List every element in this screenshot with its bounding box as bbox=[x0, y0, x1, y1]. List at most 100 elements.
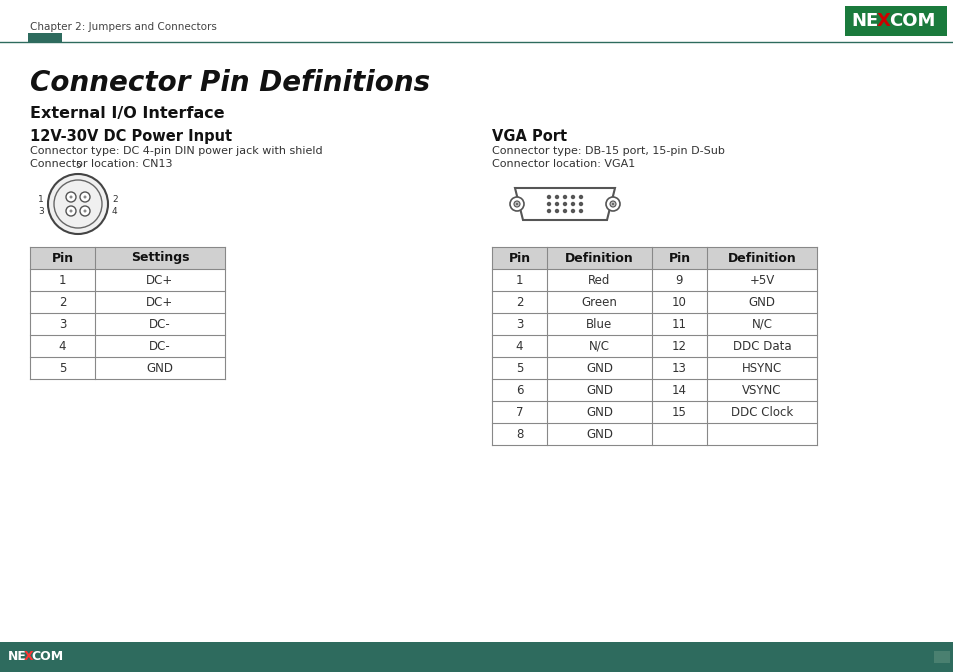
Text: 14: 14 bbox=[671, 384, 686, 396]
Circle shape bbox=[555, 209, 558, 213]
Text: Blue: Blue bbox=[586, 317, 612, 331]
Text: GND: GND bbox=[585, 427, 613, 441]
Circle shape bbox=[555, 202, 558, 206]
Circle shape bbox=[562, 202, 567, 206]
Text: GND: GND bbox=[147, 362, 173, 374]
Circle shape bbox=[510, 197, 523, 211]
Text: Pin: Pin bbox=[508, 251, 530, 265]
Text: 3: 3 bbox=[59, 317, 66, 331]
Text: DC+: DC+ bbox=[146, 296, 173, 308]
Circle shape bbox=[70, 210, 72, 212]
Text: DDC Data: DDC Data bbox=[732, 339, 790, 353]
Text: 4: 4 bbox=[112, 208, 117, 216]
Text: 12V-30V DC Power Input: 12V-30V DC Power Input bbox=[30, 129, 232, 144]
Circle shape bbox=[578, 209, 582, 213]
Text: 13: 13 bbox=[671, 362, 686, 374]
Circle shape bbox=[612, 203, 614, 205]
Text: COM: COM bbox=[888, 12, 934, 30]
Text: DC-: DC- bbox=[149, 339, 171, 353]
Text: DC-: DC- bbox=[149, 317, 171, 331]
Text: Pin: Pin bbox=[668, 251, 690, 265]
Circle shape bbox=[80, 192, 90, 202]
Text: X: X bbox=[24, 650, 33, 663]
Text: VSYNC: VSYNC bbox=[741, 384, 781, 396]
Text: DDC Clock: DDC Clock bbox=[730, 405, 792, 419]
Text: 11: 11 bbox=[671, 317, 686, 331]
Circle shape bbox=[578, 195, 582, 199]
Text: NE: NE bbox=[850, 12, 878, 30]
Text: NE: NE bbox=[8, 650, 27, 663]
Text: Connector Pin Definitions: Connector Pin Definitions bbox=[30, 69, 430, 97]
Circle shape bbox=[570, 209, 575, 213]
Circle shape bbox=[555, 195, 558, 199]
Text: 6: 6 bbox=[516, 384, 522, 396]
Text: +5V: +5V bbox=[749, 274, 774, 286]
Text: GND: GND bbox=[585, 384, 613, 396]
Text: 7: 7 bbox=[516, 405, 522, 419]
Circle shape bbox=[80, 206, 90, 216]
Bar bbox=[0, 642, 953, 672]
Bar bbox=[844, 6, 946, 36]
Text: Green: Green bbox=[581, 296, 617, 308]
Text: Definition: Definition bbox=[564, 251, 633, 265]
Circle shape bbox=[546, 195, 551, 199]
Text: GND: GND bbox=[585, 362, 613, 374]
Text: 3: 3 bbox=[38, 208, 44, 216]
Text: 4: 4 bbox=[59, 339, 66, 353]
Circle shape bbox=[546, 209, 551, 213]
Polygon shape bbox=[515, 188, 615, 220]
Text: 1: 1 bbox=[38, 194, 44, 204]
Text: Red: Red bbox=[588, 274, 610, 286]
Circle shape bbox=[609, 201, 616, 207]
Text: X: X bbox=[876, 12, 890, 30]
Text: Connector location: VGA1: Connector location: VGA1 bbox=[492, 159, 635, 169]
Bar bbox=[492, 247, 816, 269]
Text: 5: 5 bbox=[59, 362, 66, 374]
Circle shape bbox=[66, 206, 76, 216]
Text: External I/O Interface: External I/O Interface bbox=[30, 106, 224, 121]
Text: 4: 4 bbox=[516, 339, 522, 353]
Circle shape bbox=[562, 195, 567, 199]
Text: Connector type: DB-15 port, 15-pin D-Sub: Connector type: DB-15 port, 15-pin D-Sub bbox=[492, 146, 724, 156]
Circle shape bbox=[546, 202, 551, 206]
Text: 1: 1 bbox=[516, 274, 522, 286]
Circle shape bbox=[70, 196, 72, 198]
Text: GND: GND bbox=[585, 405, 613, 419]
Circle shape bbox=[84, 196, 87, 198]
Text: Connector type: DC 4-pin DIN power jack with shield: Connector type: DC 4-pin DIN power jack … bbox=[30, 146, 322, 156]
Circle shape bbox=[66, 192, 76, 202]
Text: Chapter 2: Jumpers and Connectors: Chapter 2: Jumpers and Connectors bbox=[30, 22, 216, 32]
Text: HSYNC: HSYNC bbox=[741, 362, 781, 374]
Text: Connector location: CN13: Connector location: CN13 bbox=[30, 159, 172, 169]
Text: GND: GND bbox=[748, 296, 775, 308]
Text: VGA Port: VGA Port bbox=[492, 129, 566, 144]
Circle shape bbox=[562, 209, 567, 213]
Circle shape bbox=[605, 197, 619, 211]
Text: N/C: N/C bbox=[588, 339, 609, 353]
Bar bbox=[933, 651, 949, 663]
Circle shape bbox=[48, 174, 108, 234]
Text: 12: 12 bbox=[671, 339, 686, 353]
Text: 3: 3 bbox=[516, 317, 522, 331]
Text: 1: 1 bbox=[59, 274, 66, 286]
Text: 2: 2 bbox=[516, 296, 522, 308]
Text: 9: 9 bbox=[675, 274, 682, 286]
Text: 2: 2 bbox=[59, 296, 66, 308]
Text: COM: COM bbox=[30, 650, 63, 663]
Text: 5: 5 bbox=[75, 161, 81, 170]
Circle shape bbox=[570, 195, 575, 199]
Text: 8: 8 bbox=[516, 427, 522, 441]
Text: DC+: DC+ bbox=[146, 274, 173, 286]
Circle shape bbox=[514, 201, 519, 207]
Circle shape bbox=[84, 210, 87, 212]
Text: 5: 5 bbox=[516, 362, 522, 374]
Text: 10: 10 bbox=[671, 296, 686, 308]
Circle shape bbox=[570, 202, 575, 206]
Text: Definition: Definition bbox=[727, 251, 796, 265]
Text: 2: 2 bbox=[112, 194, 117, 204]
Circle shape bbox=[516, 203, 517, 205]
Text: Settings: Settings bbox=[131, 251, 189, 265]
Bar bbox=[30, 247, 225, 269]
Bar bbox=[28, 33, 62, 42]
Text: Pin: Pin bbox=[51, 251, 73, 265]
